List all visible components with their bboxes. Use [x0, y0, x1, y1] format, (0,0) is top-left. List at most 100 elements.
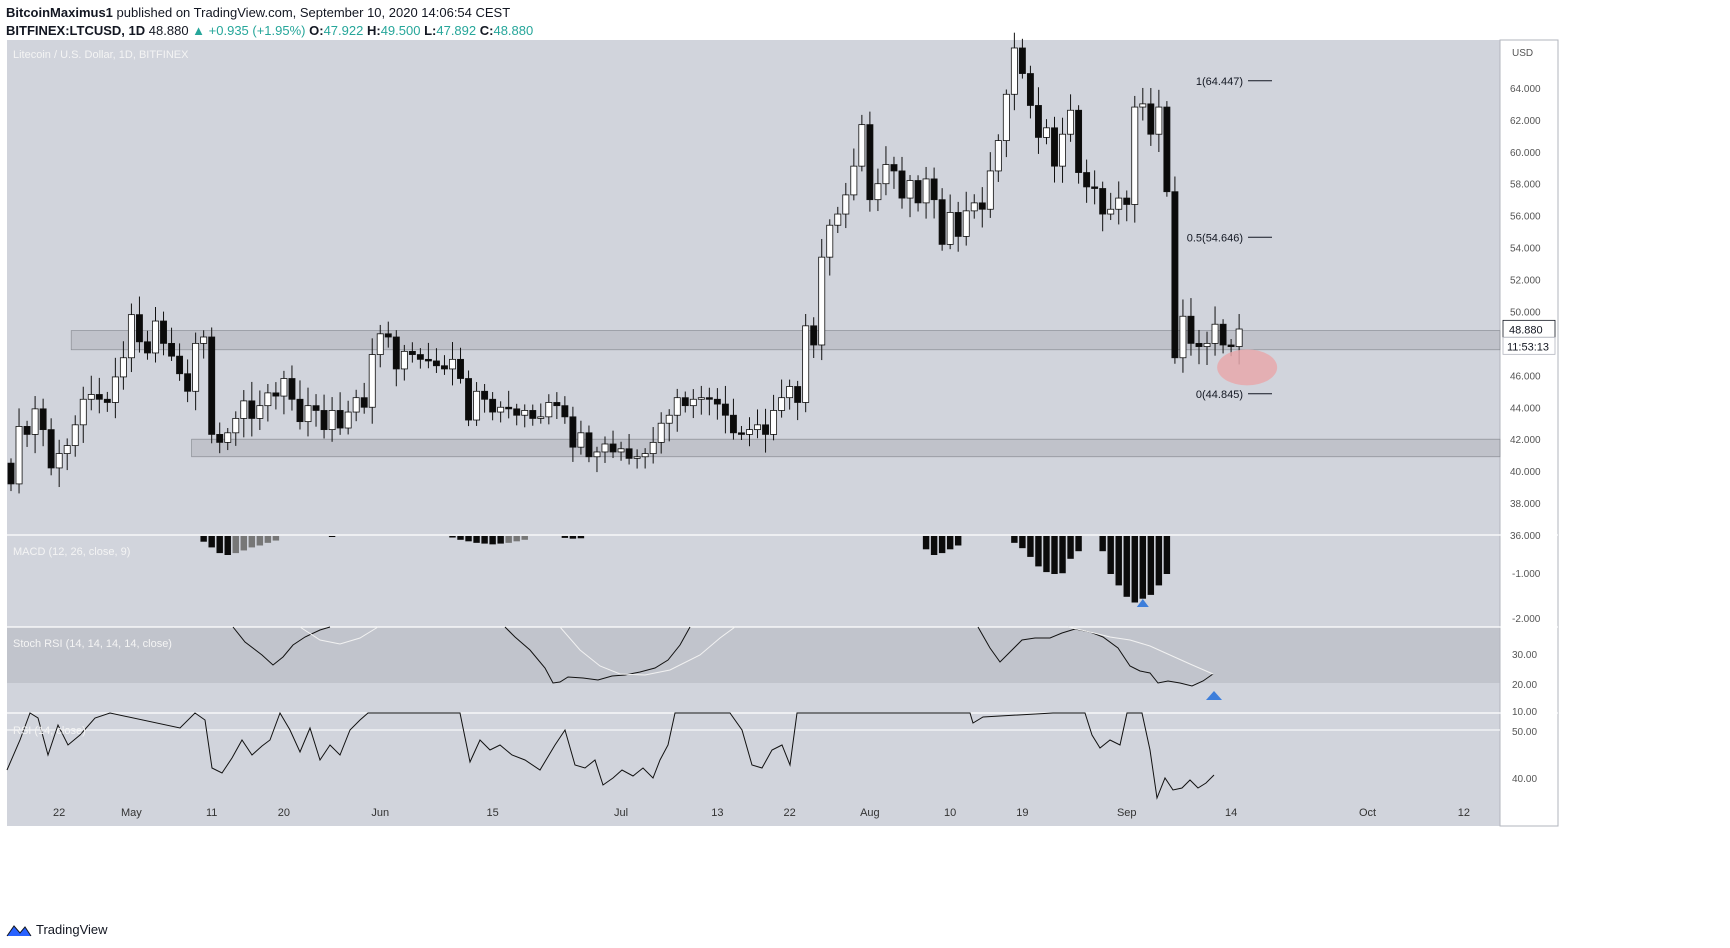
candle	[63, 438, 71, 471]
price-axis-bg	[1499, 39, 1559, 827]
time-tick-label: 15	[487, 807, 499, 819]
bull-candle-body	[818, 256, 826, 346]
bull-candle-body	[1067, 109, 1075, 135]
bull-candle-body	[882, 164, 890, 185]
bull-candle-body	[1131, 106, 1139, 205]
candle	[657, 412, 665, 454]
candle	[360, 382, 368, 414]
candle	[224, 428, 232, 451]
candle	[914, 175, 922, 212]
macd-bar	[256, 536, 264, 546]
candle	[962, 191, 970, 246]
candle	[786, 379, 794, 410]
candle	[1026, 65, 1034, 119]
bull-candle-body	[986, 170, 994, 210]
bear-candle-body	[1051, 127, 1058, 167]
candle	[248, 381, 256, 437]
candle	[272, 382, 280, 410]
bull-candle-body	[786, 386, 794, 399]
open-label: O:	[309, 23, 324, 38]
candle	[304, 387, 312, 437]
candle	[95, 377, 103, 414]
author-name[interactable]: BitcoinMaximus1	[6, 5, 113, 20]
candle	[818, 238, 826, 361]
candle	[689, 389, 697, 419]
stoch-tick-label: 20.00	[1512, 680, 1537, 691]
bull-candle-body	[1010, 47, 1018, 95]
bull-candle-body	[1235, 328, 1243, 347]
candle	[1115, 181, 1123, 225]
bull-candle-body	[601, 443, 609, 453]
candle	[368, 338, 376, 424]
candle	[930, 167, 938, 219]
candle	[866, 111, 874, 212]
bear-candle-body	[930, 178, 938, 201]
macd-bar	[473, 536, 480, 543]
macd-bar	[1067, 536, 1074, 559]
bear-candle-body	[23, 426, 31, 435]
rsi-tick-label: 40.00	[1512, 774, 1537, 785]
macd-bar	[216, 536, 223, 554]
price-tick-label: 52.000	[1510, 276, 1541, 287]
candle	[119, 341, 127, 390]
macd-bar	[248, 536, 256, 548]
candle	[103, 391, 111, 412]
macd-bar	[272, 536, 280, 541]
bear-candle-body	[1163, 106, 1171, 193]
bull-candle-body	[1002, 93, 1010, 141]
bull-candle-body	[689, 398, 697, 407]
time-axis-bg	[7, 799, 1500, 826]
rsi-label: RSI (14, close)	[13, 725, 86, 737]
price-tick-label: 36.000	[1510, 531, 1541, 542]
tradingview-logo[interactable]: TradingView	[6, 922, 108, 937]
bull-candle-body	[874, 183, 882, 201]
candle	[144, 330, 151, 360]
bear-candle-body	[135, 314, 143, 343]
stoch-k-line	[504, 626, 691, 684]
price-tick-label: 44.000	[1510, 403, 1541, 414]
macd-bar	[1027, 536, 1034, 557]
candle	[7, 458, 15, 492]
candle	[489, 392, 497, 421]
bull-candle-body	[521, 410, 529, 416]
bear-candle-body	[272, 392, 280, 397]
candle	[577, 420, 585, 455]
price-tick-label: 58.000	[1510, 180, 1541, 191]
candle	[192, 332, 200, 411]
bear-candle-body	[1083, 172, 1091, 188]
candle	[1219, 319, 1227, 354]
bear-candle-body	[1091, 186, 1099, 189]
fib-label: 0.5(54.646)	[1187, 232, 1243, 244]
price-change: ▲ +0.935 (+1.95%)	[192, 23, 306, 38]
candle	[802, 313, 810, 413]
stoch-k-line	[232, 626, 331, 666]
macd-bar	[264, 536, 272, 543]
candle	[344, 400, 352, 435]
candle	[152, 306, 159, 363]
stoch-rsi-label: Stoch RSI (14, 14, 14, 14, close)	[13, 638, 172, 650]
bear-candle-body	[505, 406, 513, 410]
bear-candle-body	[1171, 191, 1179, 359]
bull-candle-body	[264, 392, 272, 407]
candle	[400, 344, 408, 381]
bull-candle-body	[192, 342, 200, 392]
macd-tick-label: -2.000	[1512, 614, 1541, 625]
candle	[312, 394, 320, 427]
bear-candle-body	[1026, 73, 1034, 106]
bull-candle-body	[946, 212, 954, 245]
countdown-box	[1502, 336, 1556, 355]
chart-title: Litecoin / U.S. Dollar, 1D, BITFINEX	[13, 49, 189, 61]
candle	[754, 409, 761, 439]
candle	[441, 355, 448, 375]
candle	[216, 422, 224, 454]
bear-candle-body	[1075, 109, 1083, 173]
candle	[770, 394, 778, 441]
macd-bar	[240, 536, 248, 551]
candle	[111, 357, 119, 419]
time-tick-label: Oct	[1359, 807, 1376, 819]
candle	[553, 392, 561, 420]
bull-candle-body	[376, 333, 384, 355]
bull-candle-body	[328, 410, 336, 431]
candle	[465, 370, 472, 427]
